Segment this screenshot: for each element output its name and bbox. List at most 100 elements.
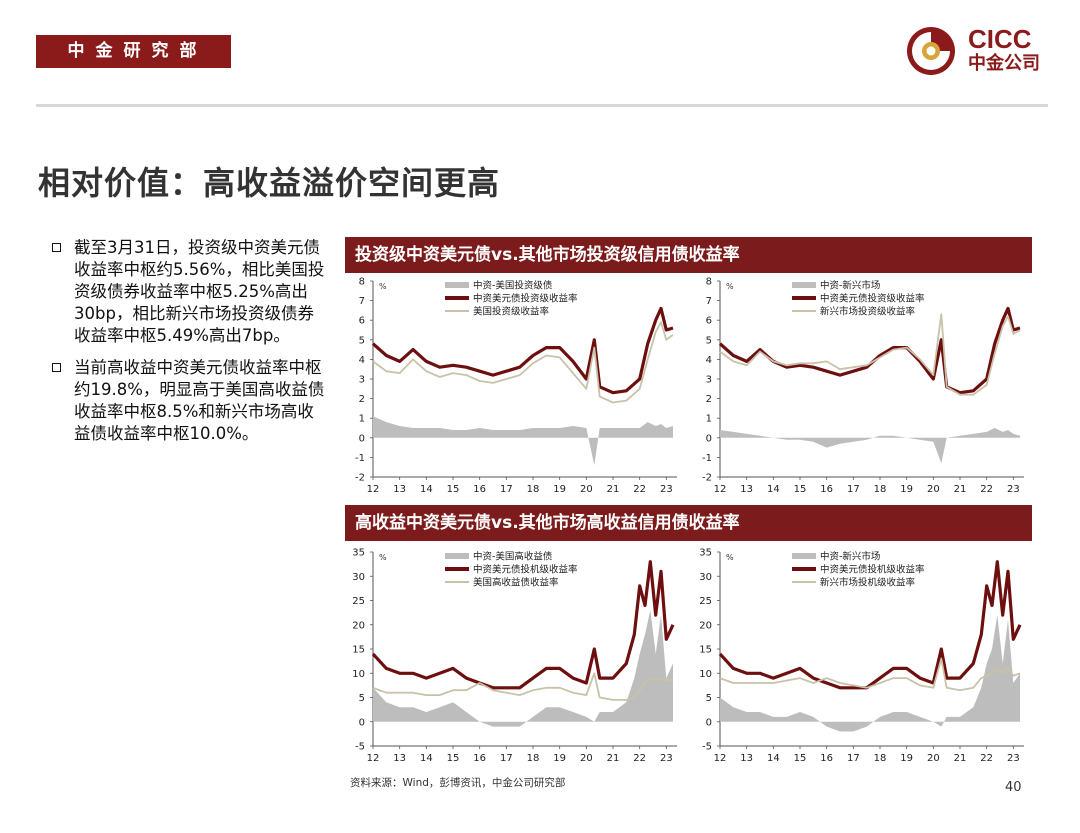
x-tick-label: 22: [980, 484, 993, 495]
department-badge: 中金研究部: [36, 35, 231, 68]
series-line-china: [371, 306, 674, 395]
y-tick-label: 10: [699, 669, 712, 680]
series-line-china: [718, 306, 1021, 395]
x-tick-label: 18: [527, 753, 540, 764]
x-tick-label: 13: [740, 753, 753, 764]
y-tick-label: 8: [706, 277, 712, 288]
y-tick-label: 5: [359, 693, 365, 704]
legend-label: 中资美元债投机级收益率: [820, 564, 925, 576]
y-tick-label: 0: [706, 717, 712, 728]
y-tick-label: 7: [706, 296, 712, 307]
series-area-spread: [720, 428, 1020, 464]
bullet-item: 截至3月31日，投资级中资美元债收益率中枢约5.56%，相比美国投资级债券收益率…: [52, 237, 330, 347]
x-tick-label: 12: [714, 484, 727, 495]
y-tick-label: 25: [352, 596, 365, 607]
x-tick-label: 23: [1007, 484, 1020, 495]
x-tick-label: 20: [927, 484, 940, 495]
series-line-china: [371, 560, 675, 690]
x-tick-label: 16: [820, 484, 833, 495]
y-unit-label: %: [379, 553, 387, 562]
y-tick-label: 0: [359, 717, 365, 728]
chart-hy-vs-em-svg: % -5 0 5 10 15 20 25 30 35 12 13 14 15 16 17 18 19 20 21 22 2…: [699, 548, 1024, 764]
x-tick-label: 12: [367, 753, 380, 764]
x-tick-label: 14: [767, 753, 780, 764]
y-unit-label: %: [726, 282, 734, 291]
legend-label: 中资-新兴市场: [820, 551, 880, 563]
bullet-list: 截至3月31日，投资级中资美元债收益率中枢约5.56%，相比美国投资级债券收益率…: [52, 237, 330, 455]
y-tick-label: -5: [355, 742, 365, 753]
y-tick-label: 3: [359, 375, 365, 386]
bullet-square-icon: [52, 363, 61, 372]
y-unit-label: %: [726, 553, 734, 562]
x-tick-label: 21: [607, 484, 620, 495]
y-tick-label: 6: [359, 316, 365, 327]
page-title: 相对价值：高收益溢价空间更高: [38, 164, 501, 202]
y-tick-label: 1: [706, 414, 712, 425]
y-tick-label: 0: [359, 433, 365, 444]
x-tick-label: 23: [660, 484, 673, 495]
x-tick-label: 19: [900, 753, 913, 764]
y-tick-label: 5: [706, 335, 712, 346]
y-tick-label: -5: [702, 742, 712, 753]
x-tick-label: 13: [740, 484, 753, 495]
x-tick-label: 16: [820, 753, 833, 764]
logo-text-cn: 中金公司: [968, 53, 1040, 74]
y-tick-label: 20: [699, 620, 712, 631]
chart-ig-vs-us: % -2 -1 0 1 2 3 4 5 6 7 8 12 13 14 15 16 17 18 19 20 21 22 23 中资…: [345, 273, 685, 501]
x-tick-label: 22: [633, 484, 646, 495]
legend-label: 中资-美国投资级债: [473, 280, 553, 292]
bullet-item: 当前高收益中资美元债收益率中枢约19.8%，明显高于美国高收益债收益率中枢8.5…: [52, 357, 330, 445]
x-tick-label: 15: [447, 484, 460, 495]
x-tick-label: 18: [527, 484, 540, 495]
y-tick-label: 4: [359, 355, 365, 366]
x-tick-label: 18: [874, 753, 887, 764]
top-panel-title: 投资级中资美元债vs.其他市场投资级信用债收益率: [345, 237, 1032, 273]
legend-label: 新兴市场投机级收益率: [820, 577, 916, 589]
y-tick-label: -2: [355, 473, 365, 484]
x-tick-label: 17: [847, 753, 860, 764]
y-tick-label: 15: [352, 645, 365, 656]
x-tick-label: 20: [580, 753, 593, 764]
y-tick-label: -2: [702, 473, 712, 484]
series-line-benchmark: [719, 657, 1021, 692]
legend-label: 中资-新兴市场: [820, 280, 880, 292]
bottom-panel-title: 高收益中资美元债vs.其他市场高收益信用债收益率: [345, 505, 1032, 541]
series-line-benchmark: [372, 672, 673, 701]
series-area-spread: [373, 416, 673, 466]
bullet-text: 截至3月31日，投资级中资美元债收益率中枢约5.56%，相比美国投资级债券收益率…: [74, 238, 325, 345]
x-tick-label: 15: [447, 753, 460, 764]
x-tick-label: 12: [714, 753, 727, 764]
x-tick-label: 22: [633, 753, 646, 764]
logo-text-en: CICC: [968, 24, 1032, 54]
x-tick-label: 16: [473, 484, 486, 495]
y-tick-label: 6: [706, 316, 712, 327]
y-tick-label: -1: [355, 453, 365, 464]
series-area-spread: [373, 610, 673, 727]
legend-label: 中资美元债投机级收益率: [473, 564, 578, 576]
chart-hy-vs-us-svg: % -5 0 5 10 15 20 25 30 35 12 13 14 15 16 17 18 19 20 21 22 2…: [352, 548, 677, 764]
legend-label: 美国投资级收益率: [473, 306, 550, 318]
x-tick-label: 15: [794, 753, 807, 764]
x-tick-label: 17: [500, 753, 513, 764]
y-tick-label: 15: [699, 645, 712, 656]
x-tick-label: 13: [393, 753, 406, 764]
x-tick-label: 23: [1007, 753, 1020, 764]
y-tick-label: 7: [359, 296, 365, 307]
y-tick-label: 30: [699, 572, 712, 583]
x-tick-label: 14: [420, 484, 433, 495]
chart-hy-vs-em: % -5 0 5 10 15 20 25 30 35 12 13 14 15 16 17 18 19 20 21 22 2…: [692, 544, 1032, 770]
y-tick-label: 8: [359, 277, 365, 288]
x-tick-label: 19: [553, 753, 566, 764]
y-tick-label: 5: [706, 693, 712, 704]
legend-label: 中资美元债投资级收益率: [473, 293, 578, 305]
y-tick-label: 20: [352, 620, 365, 631]
x-tick-label: 21: [954, 484, 967, 495]
x-tick-label: 22: [980, 753, 993, 764]
y-tick-label: 0: [706, 433, 712, 444]
y-tick-label: 35: [352, 548, 365, 559]
chart-hy-vs-us: % -5 0 5 10 15 20 25 30 35 12 13 14 15 16 17 18 19 20 21 22 2…: [345, 544, 685, 770]
series-line-china: [718, 560, 1022, 690]
x-tick-label: 17: [847, 484, 860, 495]
y-tick-label: 4: [706, 355, 712, 366]
